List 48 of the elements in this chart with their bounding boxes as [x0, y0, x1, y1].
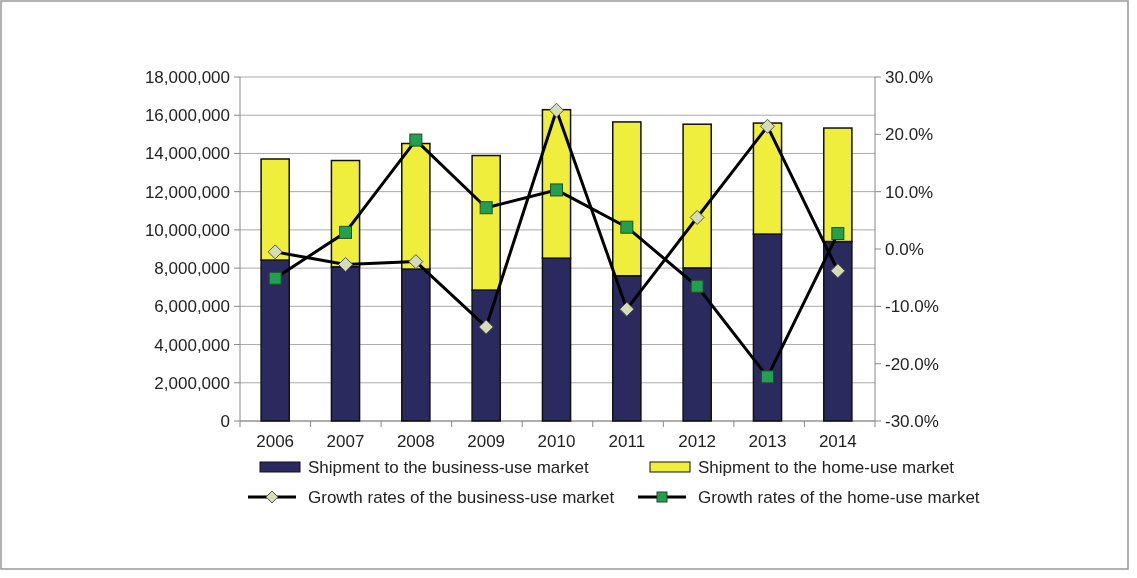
y2-tick-label: 30.0% [885, 67, 934, 87]
point [268, 271, 282, 285]
y-tick-label: 14,000,000 [144, 144, 230, 164]
x-tick-label: 2007 [326, 432, 365, 451]
point [830, 263, 846, 279]
y-tick-label: 4,000,000 [154, 335, 230, 355]
x-tick-label: 2013 [748, 432, 787, 451]
point [831, 227, 845, 241]
point [550, 183, 563, 197]
x-tick-label: 2011 [608, 432, 646, 451]
y-tick-label: 10,000,000 [144, 220, 230, 240]
y-tick-label: 0 [220, 411, 230, 431]
y2-tick-label: 10.0% [885, 182, 934, 202]
y-tick-label: 6,000,000 [154, 297, 230, 317]
y2-tick-label: 0.0% [885, 239, 924, 259]
y2-tick-label: -30.0% [885, 411, 939, 431]
x-tick-label: 2010 [537, 432, 576, 451]
point [267, 244, 283, 260]
point [619, 301, 635, 317]
x-tick-label: 2006 [256, 432, 295, 451]
y-tick-label: 18,000,000 [144, 67, 230, 87]
point [338, 256, 353, 272]
legend-label: Shipment to the business-use market [308, 458, 589, 477]
y-tick-label: 8,000,000 [154, 259, 230, 279]
y-tick-label: 12,000,000 [144, 182, 230, 202]
y2-tick-label: -10.0% [885, 297, 939, 317]
legend-label: Shipment to the home-use market [698, 458, 955, 477]
y-tick-label: 2,000,000 [154, 373, 230, 393]
x-tick-label: 2012 [678, 432, 717, 451]
point [339, 225, 352, 239]
point [620, 220, 634, 234]
y2-tick-label: -20.0% [885, 354, 939, 374]
point [689, 209, 705, 225]
point [479, 201, 493, 215]
x-tick-label: 2009 [467, 432, 506, 451]
y2-tick-label: 20.0% [885, 125, 934, 145]
point [408, 254, 424, 270]
x-tick-label: 2008 [396, 432, 435, 451]
y-tick-label: 16,000,000 [144, 106, 230, 126]
point [760, 118, 775, 134]
legend-label: Growth rates of the home-use market [698, 488, 980, 507]
point [761, 370, 774, 384]
point [549, 102, 564, 118]
point [478, 319, 494, 335]
point [690, 279, 704, 293]
legend-label: Growth rates of the business-use market [308, 488, 615, 507]
x-tick-label: 2014 [818, 432, 857, 451]
point [409, 133, 423, 147]
